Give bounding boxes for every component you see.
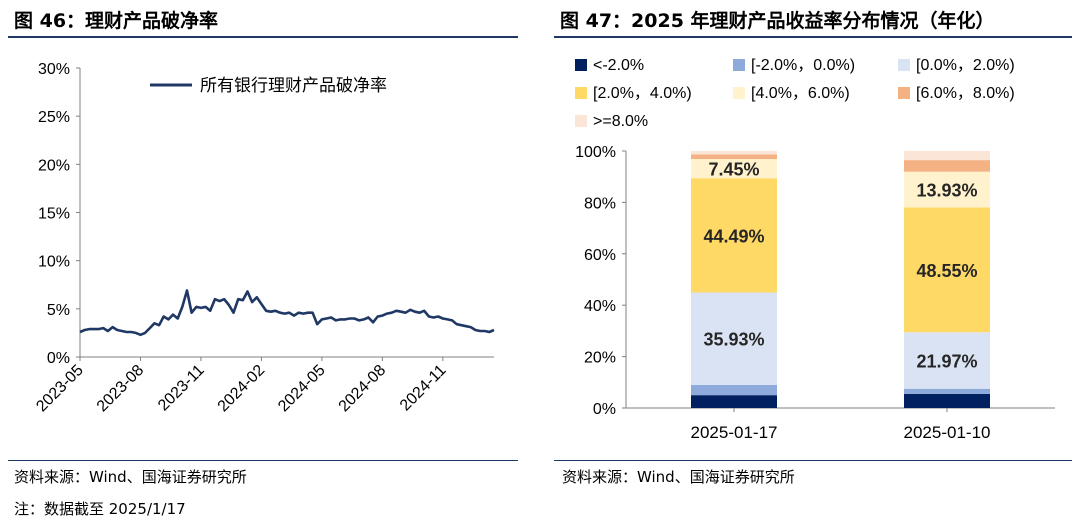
left-title-rule xyxy=(8,36,518,38)
bar-data-label: 44.49% xyxy=(703,226,764,246)
bar-data-label: 35.93% xyxy=(703,330,764,350)
y-tick-label: 20% xyxy=(38,157,70,174)
bar-segment xyxy=(904,151,990,161)
bar-data-label: 21.97% xyxy=(916,351,977,371)
收益率分布-stacked-bar-chart: 0% 20% 40% 60% 80% 100% 35.93% 44.49% 7.45% 2025-… xyxy=(575,57,1055,442)
bar-segment xyxy=(691,178,777,293)
right-source-text: 资料来源：Wind、国海证券研究所 xyxy=(562,468,795,486)
y-tick-label: 60% xyxy=(584,247,616,264)
right-figure-title: 图 47：2025 年理财产品收益率分布情况（年化） xyxy=(560,10,995,32)
x-tick-label: 2023-11 xyxy=(155,362,208,415)
left-figure-title: 图 46：理财产品破净率 xyxy=(14,10,219,32)
right-title-rule xyxy=(554,36,1072,38)
legend-label: <-2.0% xyxy=(593,57,644,74)
bar-segment xyxy=(904,393,990,408)
bar-segment xyxy=(904,171,990,208)
y-tick-label: 0% xyxy=(593,401,616,418)
y-tick-label: 80% xyxy=(584,195,616,212)
legend-swatch xyxy=(575,115,587,127)
x-tick-label: 2024-08 xyxy=(336,362,390,416)
bar-segment xyxy=(691,292,777,385)
x-tick-label: 2024-11 xyxy=(397,362,450,415)
y-tick-label: 0% xyxy=(47,350,70,367)
bar-segment xyxy=(904,388,990,394)
legend-label: [0.0%，2.0%) xyxy=(916,57,1015,74)
bar-segment xyxy=(904,207,990,333)
legend-swatch xyxy=(898,59,910,71)
bar-segment xyxy=(691,154,777,160)
bar-segment xyxy=(691,395,777,408)
bar-segment xyxy=(691,384,777,396)
legend-label: >=8.0% xyxy=(593,113,648,130)
legend-label: [4.0%，6.0%) xyxy=(751,85,850,102)
bar-data-label: 13.93% xyxy=(916,181,977,201)
bar-segment xyxy=(904,160,990,172)
legend-swatch xyxy=(575,87,587,99)
legend-label: [6.0%，8.0%) xyxy=(916,85,1015,102)
破净率-line-chart: 0% 5% 10% 15% 20% 25% 30% 2023-05 2023-08 2023-11… xyxy=(33,61,495,416)
legend-label: 所有银行理财产品破净率 xyxy=(200,76,387,96)
x-tick-label: 2023-08 xyxy=(94,362,148,416)
bar-data-label: 48.55% xyxy=(916,261,977,281)
y-tick-label: 40% xyxy=(584,298,616,315)
right-source-rule xyxy=(554,460,1072,461)
x-tick-label: 2024-05 xyxy=(275,362,329,416)
legend-swatch xyxy=(733,59,745,71)
left-note-text: 注：数据截至 2025/1/17 xyxy=(14,500,186,518)
category-label: 2025-01-17 xyxy=(691,423,778,442)
bar-segment xyxy=(691,151,777,155)
bar-segment xyxy=(691,159,777,179)
y-tick-label: 25% xyxy=(38,109,70,126)
y-tick-label: 10% xyxy=(38,254,70,271)
x-tick-label: 2024-02 xyxy=(215,362,269,416)
y-tick-label: 15% xyxy=(38,206,70,223)
category-label: 2025-01-10 xyxy=(904,423,991,442)
y-tick-label: 5% xyxy=(47,302,70,319)
legend-swatch xyxy=(733,87,745,99)
legend-label: [-2.0%，0.0%) xyxy=(751,57,855,74)
x-tick-label: 2023-05 xyxy=(33,362,87,416)
y-tick-label: 20% xyxy=(584,350,616,367)
y-tick-label: 100% xyxy=(575,144,616,161)
left-source-text: 资料来源：Wind、国海证券研究所 xyxy=(14,468,247,486)
y-tick-label: 30% xyxy=(38,61,70,78)
bar-segment xyxy=(904,332,990,389)
bar-data-label: 7.45% xyxy=(708,160,759,180)
legend-swatch xyxy=(898,87,910,99)
legend-swatch xyxy=(575,59,587,71)
left-source-rule xyxy=(8,460,518,461)
series-line-破净率 xyxy=(79,289,495,337)
legend-label: [2.0%，4.0%) xyxy=(593,85,692,102)
